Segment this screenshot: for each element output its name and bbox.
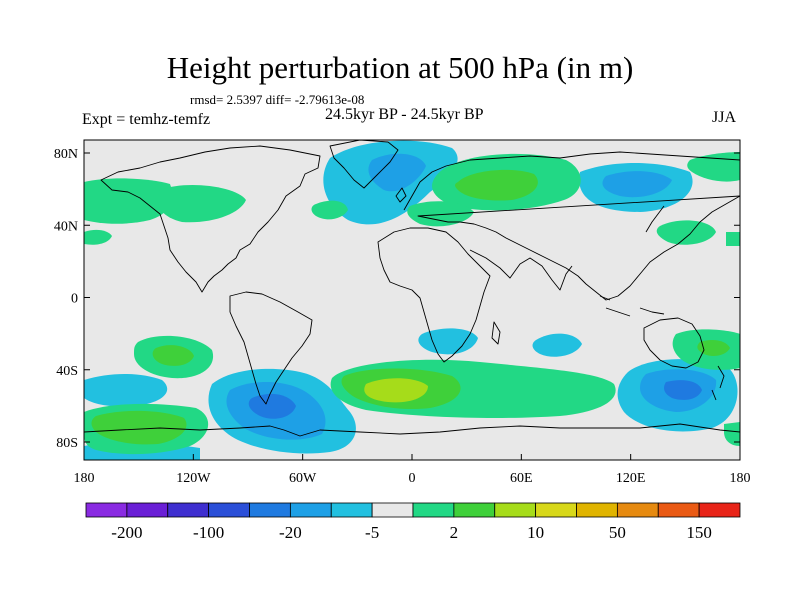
colorbar-swatch bbox=[208, 502, 250, 518]
colorbar-label: 10 bbox=[527, 523, 544, 542]
contour-neg-north-atlantic-core bbox=[368, 153, 426, 192]
colorbar-label: 2 bbox=[450, 523, 459, 542]
coast-indonesia bbox=[599, 295, 665, 317]
contour-fields bbox=[84, 140, 740, 460]
coast-madagascar bbox=[491, 321, 501, 345]
y-tick-label: 80S bbox=[56, 436, 78, 451]
contour-pos-central-pacific-south-core bbox=[152, 345, 194, 366]
colorbar-swatch bbox=[167, 502, 210, 518]
colorbar-swatch bbox=[616, 502, 659, 518]
contour-pos-australia-east-core bbox=[697, 340, 730, 356]
coast-new-zealand bbox=[711, 365, 725, 401]
y-axis: 80N 40N 0 40S 80S bbox=[54, 147, 740, 451]
map-panel bbox=[83, 139, 741, 461]
x-tick-label: 120E bbox=[616, 471, 646, 486]
colorbar-label: -20 bbox=[279, 523, 302, 542]
colorbar-swatch bbox=[453, 502, 496, 518]
x-tick-label: 180 bbox=[730, 471, 751, 486]
colorbar-swatch bbox=[126, 502, 169, 518]
x-tick-label: 60E bbox=[510, 471, 533, 486]
contour-pos-north-pacific-east bbox=[656, 220, 716, 245]
contour-pos-south-atlantic-core bbox=[364, 378, 428, 403]
y-tick-label: 40S bbox=[56, 364, 78, 379]
y-tick-label: 80N bbox=[54, 147, 78, 162]
coast-greenland bbox=[329, 140, 399, 189]
coast-japan bbox=[645, 205, 665, 233]
contour-pos-southern-ocean-west-core bbox=[91, 410, 187, 445]
contour-neg-south-pacific bbox=[84, 374, 168, 407]
colorbar-label: -100 bbox=[193, 523, 224, 542]
season-label: JJA bbox=[712, 109, 737, 126]
coastlines bbox=[84, 140, 740, 437]
colorbar-label: 50 bbox=[609, 523, 626, 542]
coast-north-america bbox=[100, 145, 321, 293]
colorbar-swatch bbox=[535, 502, 577, 518]
x-tick-label: 60W bbox=[289, 471, 317, 486]
coast-australia bbox=[643, 317, 705, 369]
colorbar-swatch bbox=[289, 502, 332, 518]
y-tick-label: 40N bbox=[54, 219, 78, 234]
stats-text: rmsd= 2.5397 diff= -2.79613e-08 bbox=[190, 92, 365, 107]
experiment-label: Expt = temhz-temfz bbox=[82, 111, 211, 128]
contour-pos-north-atlantic-west bbox=[311, 200, 348, 220]
colorbar-label: -200 bbox=[111, 523, 142, 542]
coast-british-isles bbox=[395, 187, 407, 203]
contour-neg-north-pacific-core bbox=[602, 171, 672, 198]
colorbar-label: 150 bbox=[686, 523, 712, 542]
colorbar-swatch bbox=[371, 502, 414, 518]
contour-neg-south-pacific-east-core bbox=[664, 380, 702, 400]
colorbar-swatch bbox=[249, 502, 291, 518]
x-tick-label: 0 bbox=[409, 471, 416, 486]
period-label: 24.5kyr BP - 24.5kyr BP bbox=[325, 106, 484, 123]
contour-pos-north-pacific-west bbox=[84, 178, 173, 224]
x-tick-label: 180 bbox=[74, 471, 95, 486]
colorbar-swatch bbox=[330, 502, 373, 518]
contour-neg-indian-ocean bbox=[532, 333, 582, 357]
contour-pos-east-pacific bbox=[726, 232, 740, 246]
coast-south-america bbox=[229, 291, 313, 405]
coast-arabia-india bbox=[469, 249, 573, 291]
contour-neg-south-america-core bbox=[248, 393, 296, 419]
colorbar-label: -5 bbox=[365, 523, 379, 542]
contour-pos-tropical-pacific bbox=[84, 229, 112, 245]
colorbar-swatch bbox=[698, 502, 741, 518]
plot-title: Height perturbation at 500 hPa (in m) bbox=[166, 50, 634, 85]
contour-pos-north-pacific-center bbox=[157, 185, 246, 223]
colorbar-swatch bbox=[576, 502, 618, 518]
y-tick-label: 0 bbox=[71, 292, 78, 307]
x-tick-label: 120W bbox=[176, 471, 211, 486]
contour-pos-southeast-pacific bbox=[724, 422, 740, 446]
x-axis: 180 120W 60W 0 60E 120E 180 bbox=[74, 454, 751, 486]
colorbar-swatch bbox=[412, 502, 455, 518]
contour-pos-eurasia-core bbox=[455, 169, 538, 201]
colorbar-swatch bbox=[494, 502, 537, 518]
coast-africa bbox=[377, 227, 491, 363]
contour-pos-north-atlantic-east bbox=[407, 201, 474, 227]
coast-europe-asia bbox=[403, 151, 740, 301]
contour-neg-south-africa bbox=[418, 328, 478, 355]
colorbar: -200 -100 -20 -5 2 10 50 150 bbox=[85, 502, 741, 542]
colorbar-swatch bbox=[657, 502, 700, 518]
coast-antarctica bbox=[84, 423, 740, 437]
colorbar-swatch bbox=[85, 502, 128, 518]
